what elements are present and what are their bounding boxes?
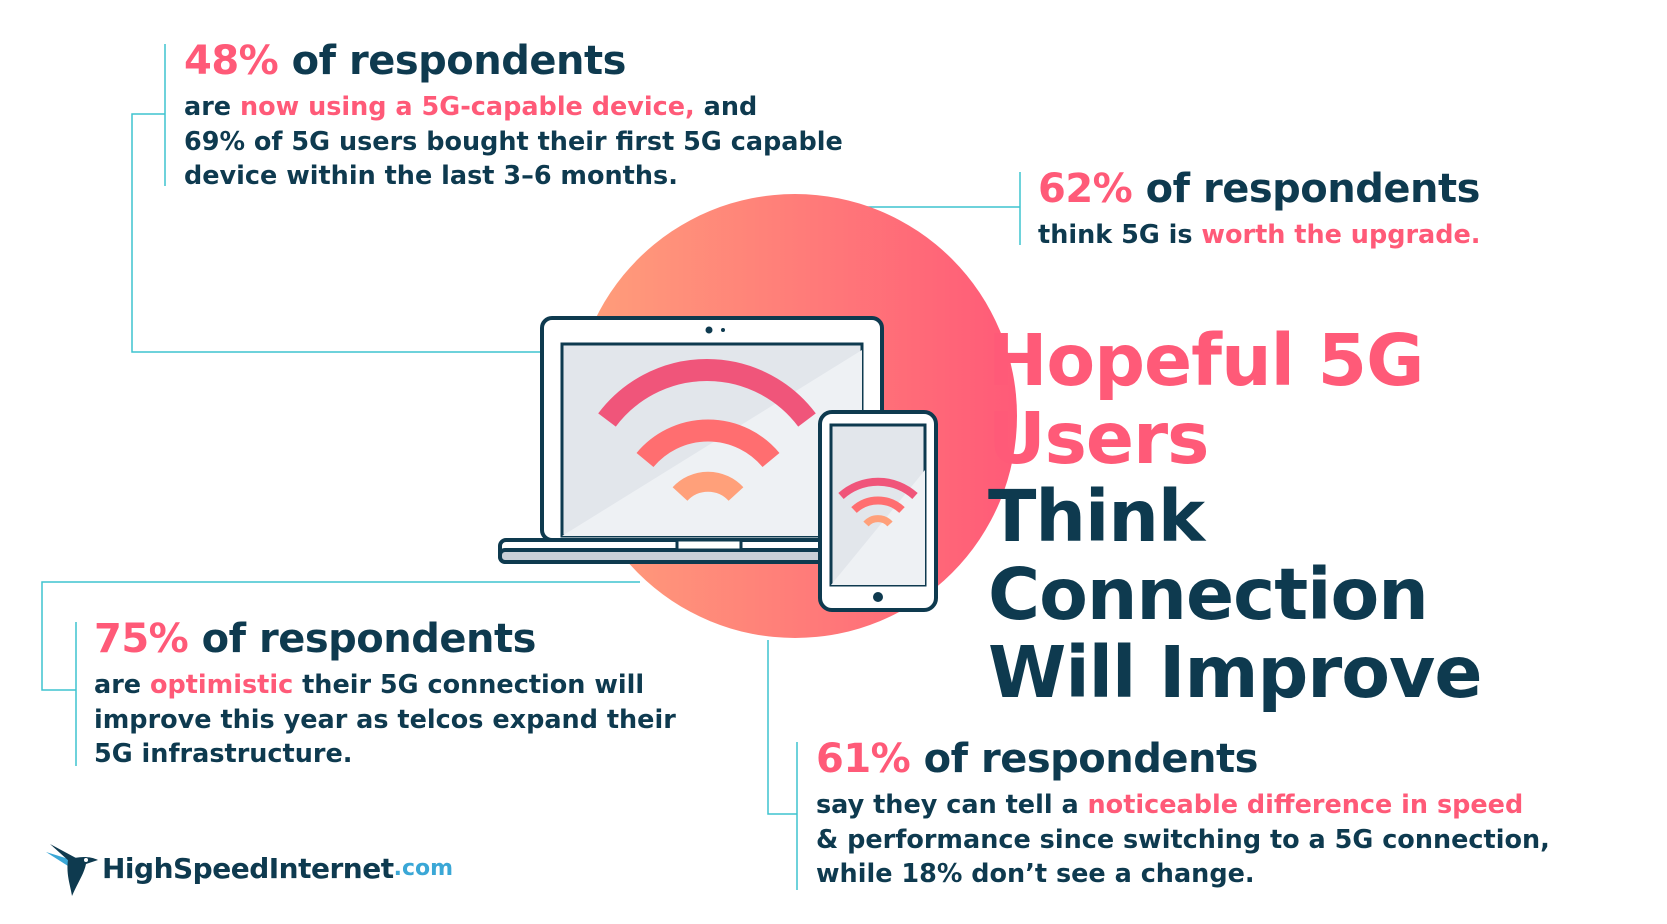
stat-heading: 48% of respondents — [184, 38, 626, 84]
stat-61: 61% of respondents say they can tell a n… — [816, 736, 1550, 892]
laptop-icon — [498, 316, 912, 564]
stat-body: think 5G is worth the upgrade. — [1038, 220, 1481, 250]
title-line-1: Hopeful 5G Users — [988, 319, 1424, 481]
main-title: Hopeful 5G Users Think Connection Will I… — [988, 319, 1667, 715]
logo-domain: .com — [393, 855, 454, 881]
title-line-3: Will Improve — [988, 631, 1483, 715]
stat-heading: 62% of respondents — [1038, 166, 1480, 212]
hummingbird-icon — [46, 844, 98, 896]
logo-name: HighSpeedInternet — [102, 851, 394, 885]
stat-body: are optimistic their 5G connection will i… — [94, 670, 676, 770]
title-line-2: Think Connection — [988, 475, 1429, 637]
stat-body: are now using a 5G-capable device, and 69… — [184, 92, 843, 192]
stat-48: 48% of respondents are now using a 5G-ca… — [184, 38, 843, 194]
stat-62: 62% of respondents think 5G is worth the… — [1038, 166, 1481, 253]
stat-heading: 75% of respondents — [94, 616, 536, 662]
stat-body: say they can tell a noticeable differenc… — [816, 790, 1550, 890]
stat-75: 75% of respondents are optimistic their … — [94, 616, 676, 772]
stat-heading: 61% of respondents — [816, 736, 1258, 782]
brand-logo[interactable]: HighSpeedInternet .com — [42, 838, 453, 898]
phone-icon — [818, 410, 938, 612]
